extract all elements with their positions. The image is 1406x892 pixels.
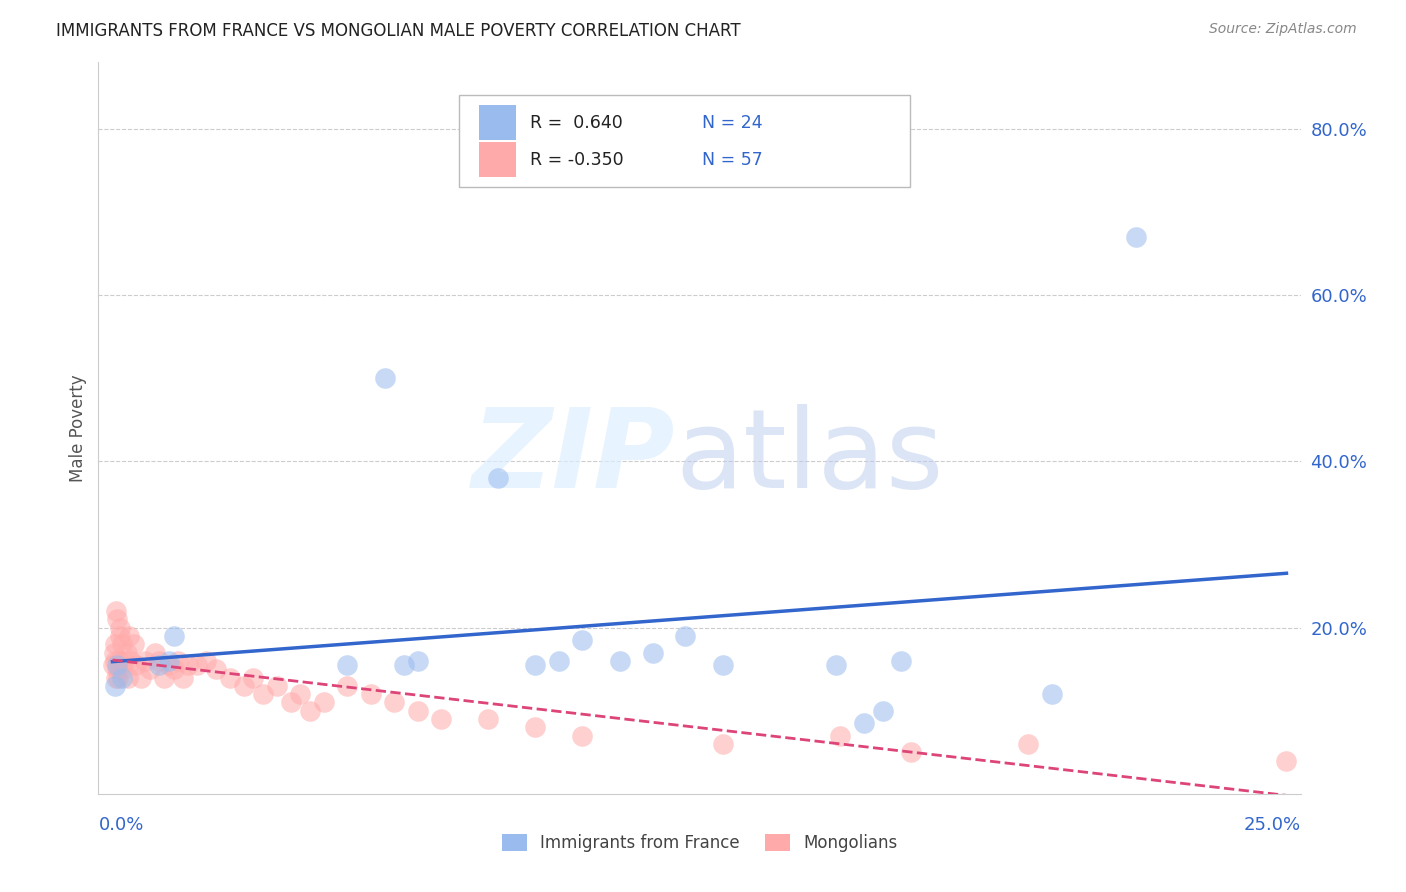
Point [195,654,218,668]
Point [266,679,288,693]
Point [824,658,846,673]
Point [111,662,134,676]
Point [153,671,176,685]
Point [143,646,166,660]
Point [107,654,129,668]
Point [176,658,198,673]
Text: 25.0%: 25.0% [1243,816,1301,834]
Point [120,654,142,668]
Point [104,637,127,651]
Text: 0.0%: 0.0% [98,816,143,834]
Point [524,720,547,734]
Point [134,654,156,668]
Point [1040,687,1063,701]
Point [1275,754,1298,768]
Point [547,654,569,668]
Point [1017,737,1039,751]
Point [711,658,734,673]
Point [103,646,125,660]
Point [298,704,321,718]
Text: N = 57: N = 57 [702,151,762,169]
Text: R = -0.350: R = -0.350 [530,151,624,169]
Point [122,637,145,651]
Point [336,658,359,673]
Point [104,679,127,693]
Point [125,658,148,673]
Point [112,654,135,668]
Point [890,654,912,668]
Point [486,471,509,485]
Point [105,662,128,676]
Point [172,671,194,685]
Point [711,737,734,751]
Point [673,629,696,643]
Point [139,662,162,676]
Point [312,696,335,710]
Point [360,687,382,701]
Point [111,637,134,651]
Point [105,604,128,618]
Point [406,654,429,668]
Point [157,654,180,668]
Bar [479,142,516,178]
Point [117,671,139,685]
Point [186,658,208,673]
Point [115,646,138,660]
Point [477,712,499,726]
Point [104,654,127,668]
Text: ZIP: ZIP [472,404,675,511]
Point [219,671,242,685]
Point [103,658,125,673]
Point [641,646,664,660]
Text: IMMIGRANTS FROM FRANCE VS MONGOLIAN MALE POVERTY CORRELATION CHART: IMMIGRANTS FROM FRANCE VS MONGOLIAN MALE… [56,22,741,40]
Point [110,629,132,643]
Point [382,696,405,710]
Text: atlas: atlas [675,404,943,511]
Point [609,654,631,668]
Point [336,679,359,693]
Point [252,687,274,701]
Point [162,662,184,676]
Point [233,679,256,693]
Text: Source: ZipAtlas.com: Source: ZipAtlas.com [1209,22,1357,37]
Point [111,671,134,685]
Point [104,671,127,685]
Text: N = 24: N = 24 [702,113,762,131]
Point [524,658,547,673]
Point [129,671,152,685]
Point [571,729,593,743]
Y-axis label: Male Poverty: Male Poverty [69,375,87,482]
Point [392,658,415,673]
Point [872,704,894,718]
Bar [479,105,516,140]
Point [852,716,875,731]
Point [1125,230,1147,244]
Point [830,729,852,743]
Point [900,745,922,759]
Point [374,371,396,385]
FancyBboxPatch shape [458,95,910,186]
Text: R =  0.640: R = 0.640 [530,113,623,131]
Point [107,671,129,685]
Point [105,612,128,626]
Point [280,696,302,710]
Point [118,629,141,643]
Point [167,654,190,668]
Point [290,687,312,701]
Legend: Immigrants from France, Mongolians: Immigrants from France, Mongolians [495,827,904,859]
Point [108,621,131,635]
Point [406,704,429,718]
Point [430,712,453,726]
Point [148,658,170,673]
Point [157,658,180,673]
Point [204,662,226,676]
Point [148,654,170,668]
Point [105,658,128,673]
Point [162,629,184,643]
Point [571,633,593,648]
Point [242,671,264,685]
